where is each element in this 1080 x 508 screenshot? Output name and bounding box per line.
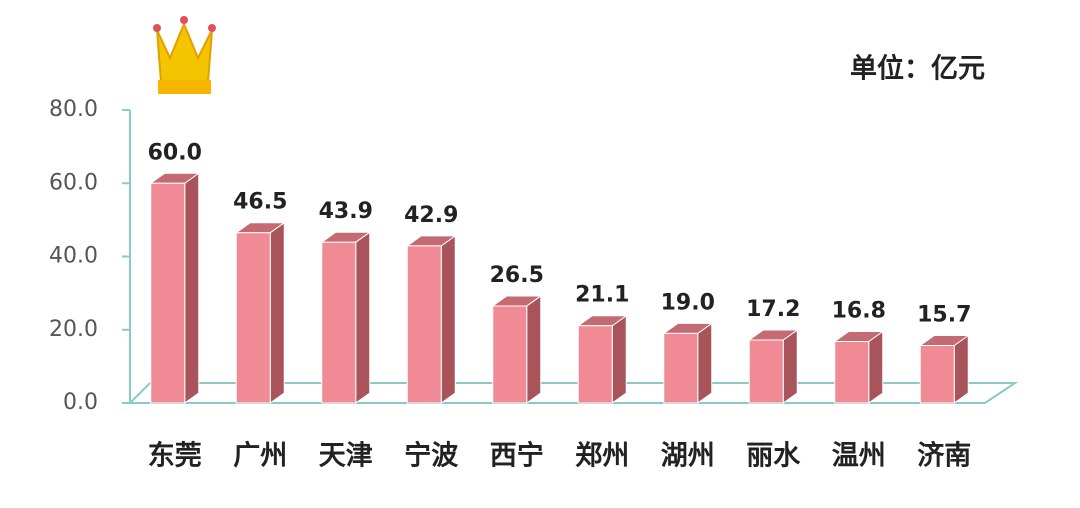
x-tick-label: 西宁 <box>490 440 544 472</box>
bar <box>149 172 201 404</box>
bar-side <box>355 231 371 404</box>
bar-front <box>406 245 442 404</box>
bar <box>576 314 628 404</box>
crown-icon <box>153 16 216 94</box>
value-label: 60.0 <box>148 140 202 165</box>
floor <box>127 382 1019 404</box>
bar-front <box>834 340 870 404</box>
bar-side <box>440 234 456 404</box>
x-tick-label: 东莞 <box>148 440 202 472</box>
bar-side <box>269 221 285 404</box>
bar-front <box>150 182 186 404</box>
bar-side <box>184 172 200 404</box>
bar-side <box>868 330 884 404</box>
y-tick-label: 20.0 <box>49 317 98 342</box>
x-tick-label: 温州 <box>832 441 886 472</box>
bar <box>833 330 885 404</box>
bar <box>320 231 372 404</box>
unit-annotation: 单位：亿元 <box>850 53 985 85</box>
y-tick-label: 0.0 <box>63 390 98 415</box>
bar <box>662 322 714 404</box>
x-tick-label: 宁波 <box>404 440 459 472</box>
value-label: 19.0 <box>661 290 715 315</box>
value-label: 43.9 <box>319 199 373 224</box>
bar-side <box>611 314 627 404</box>
value-label: 16.8 <box>832 298 886 323</box>
bar-front <box>321 241 357 404</box>
bar-side <box>953 334 969 404</box>
bar-front <box>235 232 271 404</box>
x-tick-label: 丽水 <box>746 441 801 472</box>
x-tick-label: 济南 <box>917 441 971 472</box>
value-label: 26.5 <box>490 263 544 288</box>
y-tick-label: 60.0 <box>49 170 98 195</box>
bar <box>491 294 543 404</box>
bar <box>234 221 286 404</box>
y-tick-label: 80.0 <box>49 97 98 122</box>
bar <box>918 334 970 404</box>
bar-front <box>492 305 528 404</box>
value-label: 42.9 <box>404 203 458 228</box>
x-tick-label: 湖州 <box>661 441 715 472</box>
bar-side <box>697 322 713 404</box>
x-tick-label: 天津 <box>319 441 373 472</box>
bar-side <box>782 329 798 404</box>
value-label: 15.7 <box>917 302 971 327</box>
x-tick-label: 郑州 <box>575 441 629 472</box>
bar-side <box>526 294 542 404</box>
value-label: 21.1 <box>575 283 629 308</box>
x-tick-label: 广州 <box>233 441 287 472</box>
value-label: 46.5 <box>233 190 287 215</box>
bar <box>405 234 457 404</box>
y-tick-label: 40.0 <box>49 244 98 269</box>
bar-front <box>748 339 784 404</box>
bar-front <box>577 325 613 404</box>
bar <box>747 329 799 404</box>
bar-front <box>663 332 699 404</box>
value-label: 17.2 <box>746 297 800 322</box>
bar-front <box>919 344 955 404</box>
